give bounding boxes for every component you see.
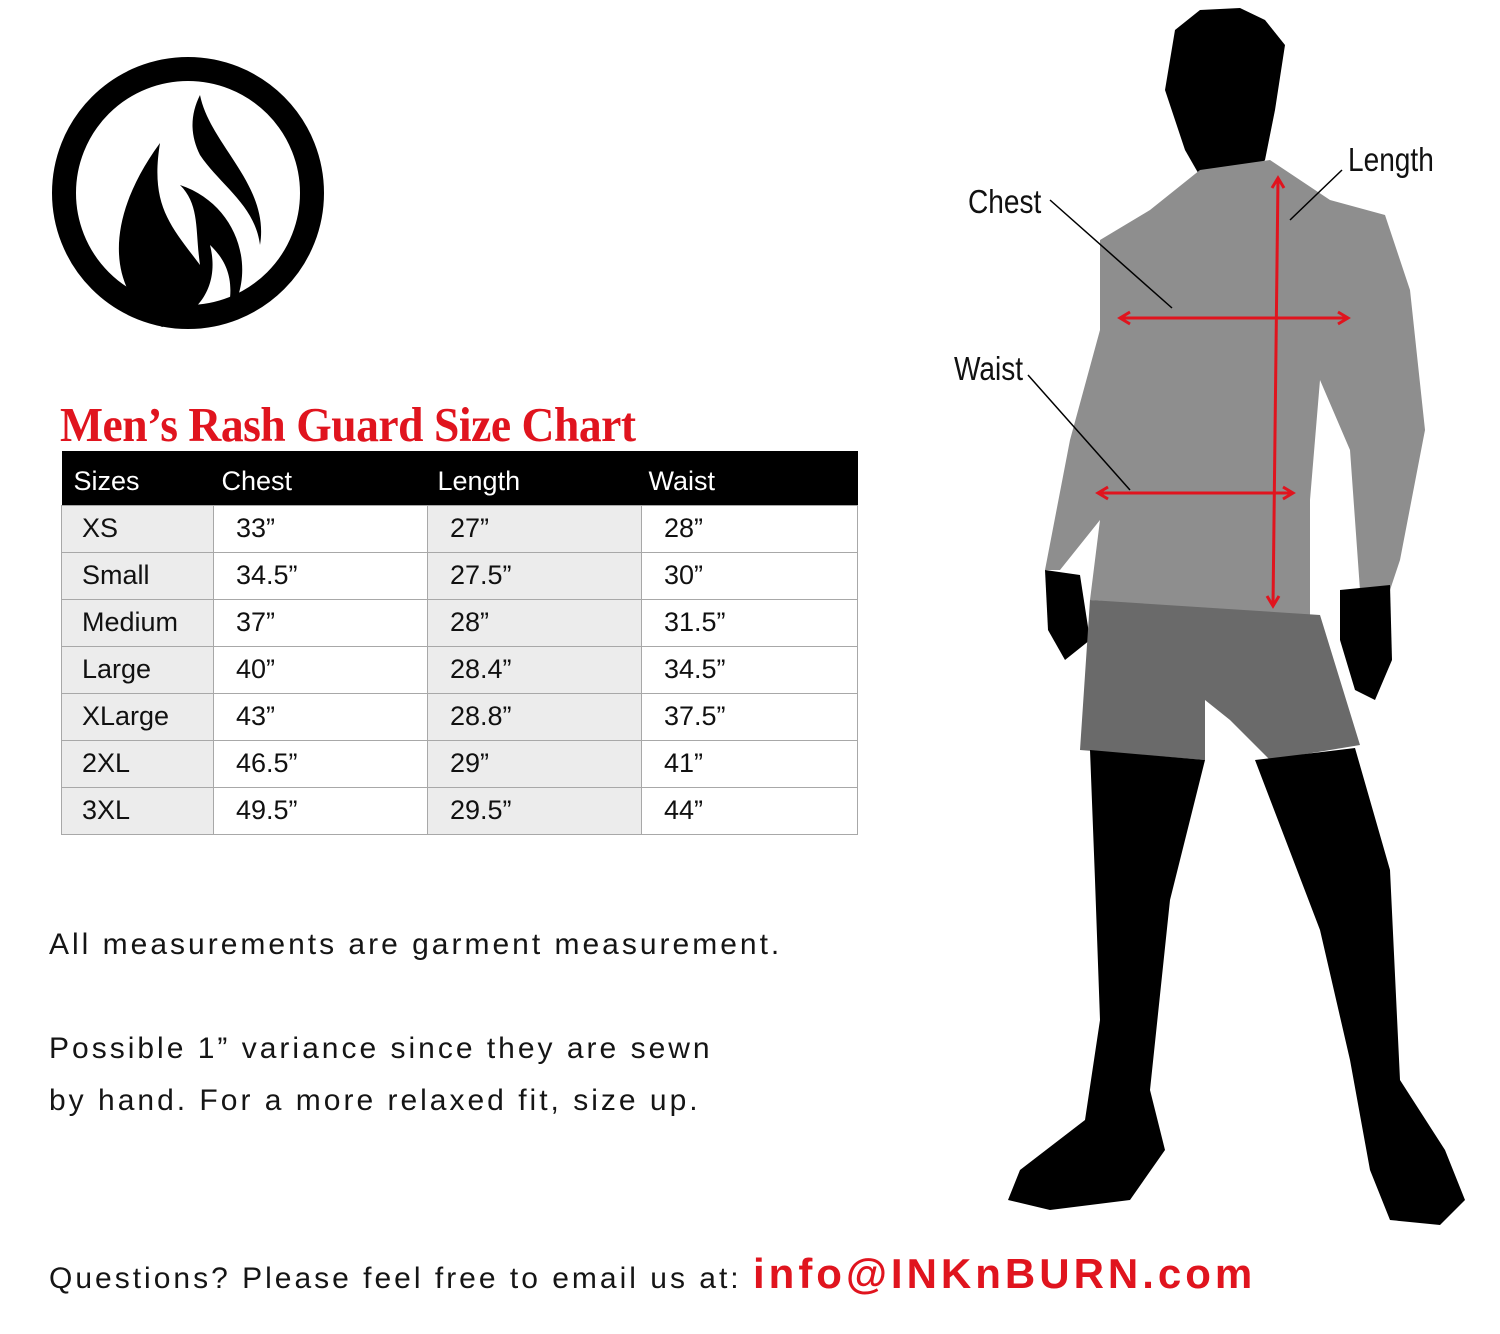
table-row: Small 34.5” 27.5” 30” — [61, 551, 858, 600]
table-row: 2XL 46.5” 29” 41” — [61, 739, 858, 788]
length-cell: 28.8” — [427, 692, 642, 741]
waist-label: Waist — [954, 350, 1024, 387]
chest-label: Chest — [968, 183, 1042, 220]
waist-cell: 30” — [641, 551, 858, 600]
column-header: Chest — [213, 451, 428, 505]
length-cell: 29” — [427, 739, 642, 788]
length-cell: 27” — [427, 504, 642, 553]
column-header: Waist — [641, 451, 858, 505]
waist-cell: 28” — [641, 504, 858, 553]
size-cell: XLarge — [61, 692, 214, 741]
waist-cell: 31.5” — [641, 598, 858, 647]
table-header-row: Sizes Chest Length Waist — [61, 451, 858, 505]
note-variance: Possible 1” variance since they are sewn — [49, 1032, 713, 1065]
waist-cell: 41” — [641, 739, 858, 788]
length-label: Length — [1348, 141, 1434, 178]
size-cell: XS — [61, 504, 214, 553]
chest-cell: 33” — [213, 504, 428, 553]
contact-line: Questions? Please feel free to email us … — [49, 1250, 1256, 1298]
email-link[interactable]: info@INKnBURN.com — [753, 1250, 1257, 1297]
waist-cell: 37.5” — [641, 692, 858, 741]
body-measurement-figure — [1008, 8, 1465, 1225]
column-header: Sizes — [61, 451, 214, 505]
size-cell: Medium — [61, 598, 214, 647]
contact-prompt: Questions? Please feel free to email us … — [49, 1262, 742, 1295]
chest-cell: 46.5” — [213, 739, 428, 788]
size-cell: 2XL — [61, 739, 214, 788]
size-cell: Large — [61, 645, 214, 694]
table-row: Medium 37” 28” 31.5” — [61, 598, 858, 647]
length-cell: 29.5” — [427, 786, 642, 835]
chest-cell: 37” — [213, 598, 428, 647]
table-row: XS 33” 27” 28” — [61, 504, 858, 553]
note-relaxed-fit: by hand. For a more relaxed fit, size up… — [49, 1084, 701, 1117]
length-cell: 27.5” — [427, 551, 642, 600]
chest-cell: 40” — [213, 645, 428, 694]
flame-logo-icon — [52, 57, 324, 329]
length-cell: 28.4” — [427, 645, 642, 694]
length-cell: 28” — [427, 598, 642, 647]
size-cell: Small — [61, 551, 214, 600]
chest-cell: 49.5” — [213, 786, 428, 835]
column-header: Length — [427, 451, 642, 505]
chest-cell: 34.5” — [213, 551, 428, 600]
waist-cell: 34.5” — [641, 645, 858, 694]
size-cell: 3XL — [61, 786, 214, 835]
table-row: XLarge 43” 28.8” 37.5” — [61, 692, 858, 741]
table-row: Large 40” 28.4” 34.5” — [61, 645, 858, 694]
chest-cell: 43” — [213, 692, 428, 741]
waist-cell: 44” — [641, 786, 858, 835]
size-chart-table: Sizes Chest Length Waist XS 33” 27” 28” Smal… — [61, 451, 858, 835]
table-row: 3XL 49.5” 29.5” 44” — [61, 786, 858, 835]
page-title: Men’s Rash Guard Size Chart — [60, 397, 636, 452]
note-garment: All measurements are garment measurement… — [49, 928, 783, 961]
